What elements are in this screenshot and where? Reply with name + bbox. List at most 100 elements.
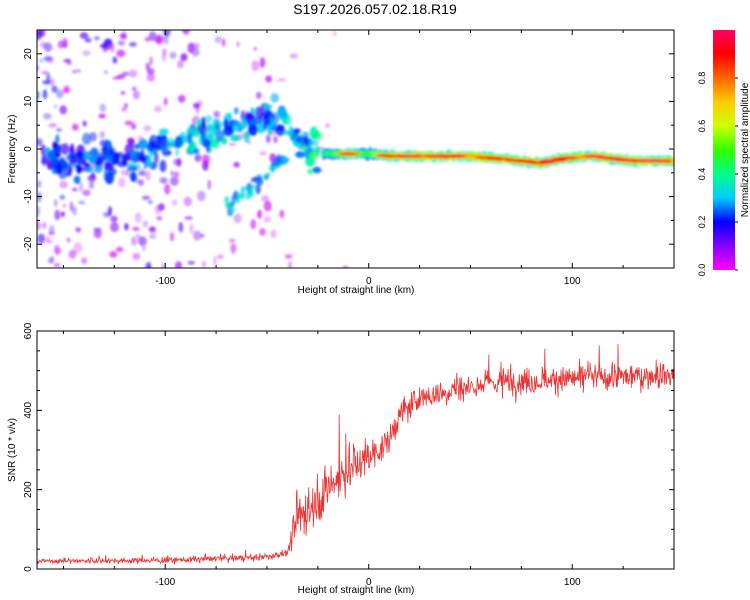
heatmap-speckle: [112, 56, 118, 64]
heatmap-blob: [191, 129, 201, 138]
heatmap-blob: [248, 124, 258, 136]
heatmap-speckle: [84, 37, 92, 43]
heatmap-blob: [284, 130, 290, 136]
heatmap-blob: [265, 104, 273, 110]
y-tick-label: 20: [23, 48, 34, 60]
heatmap-blob: [83, 150, 89, 160]
colorbar-gradient: [713, 30, 735, 270]
heatmap-speckle: [46, 73, 50, 83]
chart-title: S197.2026.057.02.18.R19: [293, 1, 457, 17]
heatmap-blob: [262, 174, 267, 180]
heatmap-speckle: [173, 171, 180, 177]
heatmap-blob: [204, 115, 213, 123]
heatmap-speckle: [99, 103, 107, 113]
heatmap-speckle: [177, 94, 186, 103]
heatmap-speckle: [98, 113, 106, 119]
heatmap-blob: [263, 115, 271, 126]
heatmap-blob: [71, 155, 77, 165]
snr-plot-area: [37, 331, 674, 569]
heatmap-blob: [224, 196, 230, 205]
heatmap-speckle: [148, 226, 156, 233]
heatmap-speckle: [255, 91, 262, 100]
heatmap-speckle: [141, 195, 151, 200]
heatmap-speckle: [178, 221, 184, 233]
heatmap-blob: [214, 130, 225, 141]
heatmap-speckle: [39, 41, 47, 48]
heatmap-blob: [270, 93, 280, 103]
heatmap-speckle: [163, 34, 169, 45]
heatmap-speckle: [253, 47, 257, 51]
x-tick-label: -100: [155, 276, 175, 287]
heatmap-speckle: [74, 69, 82, 73]
heatmap-speckle: [180, 53, 188, 62]
heatmap-peak: [375, 153, 392, 158]
heatmap-blob: [83, 162, 91, 168]
heatmap-speckle: [93, 36, 100, 41]
heatmap-blob: [223, 118, 229, 129]
heatmap-blob: [193, 148, 200, 155]
heatmap-blob: [76, 164, 82, 174]
heatmap-speckle: [164, 183, 171, 195]
heatmap-speckle: [201, 154, 211, 165]
heatmap-band-cell: [670, 158, 674, 163]
heatmap-speckle: [59, 194, 66, 200]
heatmap-speckle: [41, 70, 50, 75]
heatmap-speckle: [222, 38, 226, 47]
heatmap-speckle: [148, 200, 153, 204]
colorbar: 0.0 0.2 0.4 0.6 0.8 Normalized spectral ampl…: [697, 30, 750, 276]
heatmap-speckle: [63, 85, 70, 91]
heatmap-speckle: [48, 225, 55, 235]
heatmap-blob: [54, 152, 61, 158]
heatmap-speckle: [233, 161, 240, 168]
heatmap-speckle: [182, 30, 190, 35]
x-tick-label: 0: [366, 577, 372, 588]
heatmap-speckle: [82, 120, 87, 127]
heatmap-speckle: [228, 142, 237, 146]
heatmap-blob: [302, 143, 307, 152]
heatmap-blob: [214, 124, 220, 131]
heatmap-speckle: [191, 42, 200, 49]
heatmap-speckle: [189, 223, 194, 235]
heatmap-speckle: [131, 236, 137, 246]
heatmap-blob: [51, 167, 57, 175]
heatmap-speckle: [161, 263, 166, 268]
heatmap-blob: [230, 206, 236, 213]
heatmap-speckle: [124, 120, 134, 126]
heatmap-speckle: [273, 136, 278, 144]
heatmap-speckle: [143, 125, 152, 132]
heatmap-speckle: [169, 51, 177, 59]
heatmap-speckle: [66, 237, 71, 243]
heatmap-blob: [225, 202, 233, 209]
heatmap-speckle: [193, 230, 202, 241]
heatmap-blob: [68, 161, 73, 175]
heatmap-speckle: [259, 57, 266, 68]
heatmap-peak: [511, 159, 538, 163]
heatmap-blob: [137, 152, 145, 162]
heatmap-speckle: [263, 200, 272, 212]
heatmap-speckle: [170, 170, 174, 176]
heatmap-blob: [295, 151, 305, 159]
heatmap-blob: [155, 144, 160, 150]
heatmap-speckle: [117, 40, 126, 46]
heatmap-peak: [537, 160, 556, 164]
heatmap-speckle: [62, 203, 67, 208]
heatmap-speckle: [37, 30, 46, 37]
heatmap-speckle: [132, 90, 140, 100]
heatmap-speckle: [288, 261, 292, 268]
heatmap-speckle: [284, 254, 293, 259]
heatmap-speckle: [124, 103, 128, 108]
heatmap-speckle: [144, 36, 152, 42]
heatmap-speckle: [110, 215, 118, 223]
heatmap-speckle: [333, 30, 337, 37]
heatmap-speckle: [37, 180, 41, 189]
heatmap-speckle: [251, 60, 260, 72]
heatmap-blob: [301, 131, 310, 138]
heatmap-speckle: [54, 209, 61, 221]
heatmap-blob: [254, 106, 264, 120]
heatmap-speckle: [37, 138, 43, 147]
heatmap-blob: [55, 134, 60, 144]
heatmap-blob: [201, 130, 206, 143]
heatmap-speckle: [135, 212, 142, 223]
